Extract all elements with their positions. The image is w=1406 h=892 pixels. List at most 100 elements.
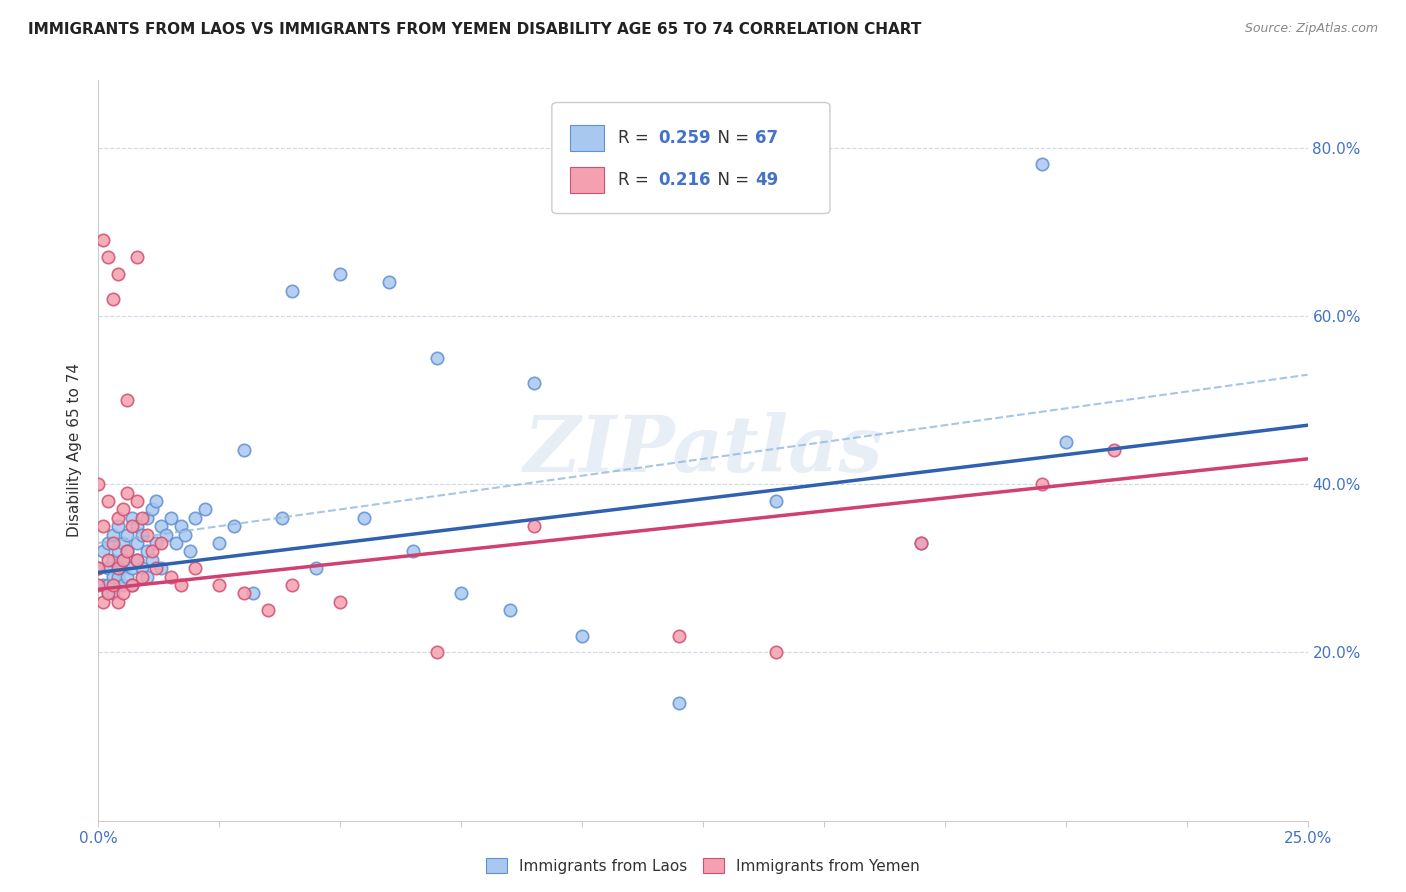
Point (169, 519, 191, 533)
Point (668, 628, 690, 642)
Point (1102, 443, 1125, 458)
Point (111, 553, 134, 567)
Point (97, 586, 120, 600)
Point (107, 544, 129, 558)
Point (101, 292, 124, 306)
Point (160, 569, 183, 583)
Point (523, 519, 546, 533)
Point (121, 561, 143, 575)
Text: ZIPatlas: ZIPatlas (523, 412, 883, 489)
Point (97, 250, 120, 264)
Point (1031, 157, 1053, 171)
Point (1031, 477, 1053, 491)
Point (127, 250, 149, 264)
Point (97, 578, 120, 592)
Point (179, 544, 201, 558)
Point (571, 628, 593, 642)
Point (117, 485, 139, 500)
Point (141, 544, 163, 558)
Point (145, 536, 167, 550)
Point (91, 233, 114, 247)
Point (111, 553, 134, 567)
Point (150, 519, 173, 533)
Point (232, 443, 254, 458)
Point (281, 284, 304, 298)
Point (97, 561, 120, 575)
Point (91, 595, 114, 609)
Point (111, 536, 134, 550)
Point (232, 586, 254, 600)
Point (329, 267, 352, 281)
Point (101, 586, 124, 600)
Point (256, 603, 278, 617)
Point (107, 561, 129, 575)
Point (426, 645, 449, 659)
Point (117, 569, 139, 583)
Text: 0.259: 0.259 (658, 129, 711, 147)
Point (765, 645, 787, 659)
Point (174, 527, 197, 541)
Point (765, 494, 787, 508)
Point (117, 544, 139, 558)
Point (91, 578, 114, 592)
Point (101, 536, 124, 550)
Point (107, 510, 129, 524)
Point (523, 376, 546, 391)
Y-axis label: Disability Age 65 to 74: Disability Age 65 to 74 (67, 363, 83, 538)
Text: 67: 67 (755, 129, 778, 147)
Point (97, 494, 120, 508)
Point (111, 502, 134, 516)
Point (121, 510, 143, 524)
Text: 0.216: 0.216 (658, 171, 711, 189)
Point (169, 578, 191, 592)
Point (97, 536, 120, 550)
Point (107, 595, 129, 609)
Point (1054, 435, 1077, 450)
FancyBboxPatch shape (569, 125, 603, 151)
Point (121, 578, 143, 592)
Point (127, 553, 149, 567)
Point (155, 527, 177, 541)
Point (329, 595, 352, 609)
Point (141, 502, 163, 516)
Text: 49: 49 (755, 171, 779, 189)
Point (271, 510, 294, 524)
Point (141, 553, 163, 567)
Point (165, 536, 187, 550)
Point (150, 561, 173, 575)
Point (107, 519, 129, 533)
Text: R =: R = (619, 171, 654, 189)
Point (184, 561, 207, 575)
Point (117, 392, 139, 407)
Point (127, 536, 149, 550)
Point (242, 586, 264, 600)
Point (135, 510, 157, 524)
Point (91, 544, 114, 558)
Legend: Immigrants from Laos, Immigrants from Yemen: Immigrants from Laos, Immigrants from Ye… (479, 852, 927, 880)
Point (910, 536, 932, 550)
Point (131, 561, 153, 575)
Point (101, 527, 124, 541)
Point (184, 510, 207, 524)
Point (305, 561, 328, 575)
Text: R =: R = (619, 129, 654, 147)
Point (127, 553, 149, 567)
Point (91, 519, 114, 533)
Point (87, 561, 110, 575)
Point (107, 569, 129, 583)
Point (135, 544, 157, 558)
Point (150, 536, 173, 550)
Text: N =: N = (707, 171, 754, 189)
Point (117, 544, 139, 558)
Point (160, 510, 183, 524)
Point (426, 351, 449, 365)
Point (194, 502, 217, 516)
Point (145, 561, 167, 575)
Point (131, 510, 153, 524)
Point (127, 494, 149, 508)
Point (107, 267, 129, 281)
Point (97, 553, 120, 567)
Point (101, 553, 124, 567)
FancyBboxPatch shape (569, 168, 603, 194)
Point (127, 519, 149, 533)
